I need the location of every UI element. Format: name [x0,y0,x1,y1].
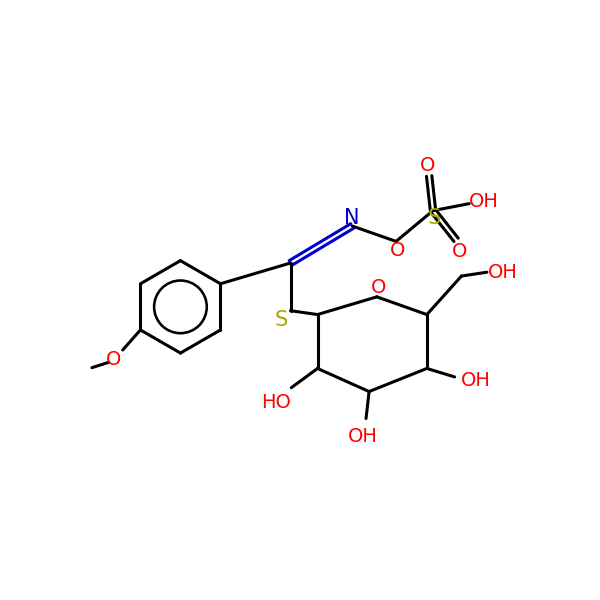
Text: N: N [344,208,360,228]
Text: OH: OH [348,427,378,446]
Text: OH: OH [488,263,518,281]
Text: O: O [420,155,436,175]
Text: OH: OH [469,192,499,211]
Text: O: O [106,350,121,369]
Text: S: S [428,208,441,228]
Text: HO: HO [261,393,291,412]
Text: O: O [371,278,386,297]
Text: OH: OH [461,370,491,389]
Text: O: O [452,242,467,261]
Text: O: O [390,241,405,260]
Text: S: S [275,310,288,330]
